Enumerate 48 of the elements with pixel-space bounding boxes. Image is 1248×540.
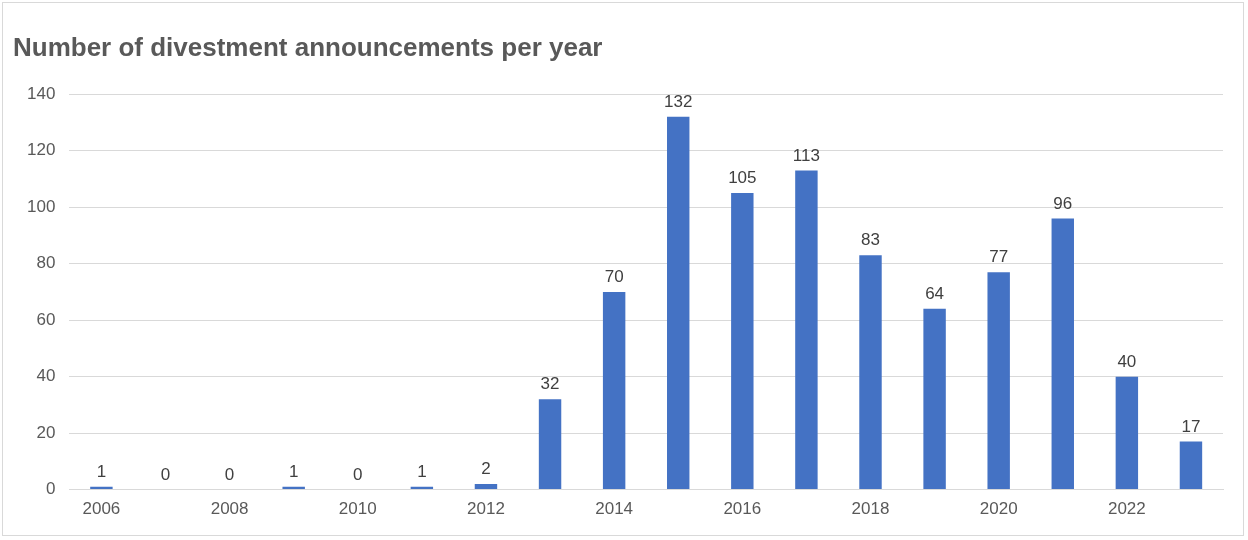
data-label: 77 (989, 247, 1009, 267)
y-tick-label: 60 (36, 309, 56, 329)
data-label: 132 (664, 91, 693, 111)
bar (1179, 441, 1203, 490)
chart-title: Number of divestment announcements per year (13, 31, 603, 62)
y-tick-label: 120 (26, 140, 56, 160)
data-label: 105 (728, 168, 757, 188)
data-label: 32 (540, 374, 560, 394)
x-tick-label: 2012 (467, 499, 505, 519)
data-label: 1 (96, 461, 107, 481)
data-label: 0 (353, 464, 363, 484)
bar (602, 291, 626, 490)
y-tick-label: 100 (26, 196, 56, 216)
bar (987, 272, 1010, 490)
bar (795, 170, 818, 490)
bar (731, 193, 754, 490)
data-label: 1 (288, 461, 299, 481)
bar (667, 116, 690, 490)
data-label: 96 (1053, 193, 1073, 213)
data-label: 64 (925, 284, 945, 304)
data-label: 0 (224, 464, 235, 484)
bar (859, 255, 882, 490)
data-label: 1 (417, 461, 427, 481)
y-tick-label: 0 (45, 479, 56, 499)
y-tick-label: 20 (36, 422, 56, 442)
data-label: 17 (1181, 416, 1201, 436)
y-tick-label: 40 (36, 366, 56, 386)
bar (474, 483, 498, 490)
bar (1115, 376, 1139, 490)
data-label: 70 (604, 267, 624, 287)
x-tick-label: 2016 (723, 499, 762, 519)
data-label: 113 (792, 145, 820, 165)
x-tick-label: 2008 (210, 499, 249, 519)
x-tick-label: 2010 (338, 499, 377, 519)
data-label: 0 (160, 464, 171, 484)
y-tick-label: 80 (36, 253, 56, 273)
bar (1051, 218, 1074, 490)
x-tick-label: 2018 (851, 499, 890, 519)
x-tick-label: 2014 (595, 499, 634, 519)
data-label: 40 (1117, 351, 1137, 371)
y-tick-label: 140 (26, 83, 56, 103)
data-label: 83 (861, 230, 880, 250)
data-label: 2 (481, 459, 491, 479)
x-tick-label: 2020 (979, 499, 1018, 519)
x-tick-label: 2006 (82, 499, 121, 519)
bar (923, 308, 946, 490)
x-tick-label: 2022 (1107, 499, 1146, 519)
bar (538, 399, 562, 490)
